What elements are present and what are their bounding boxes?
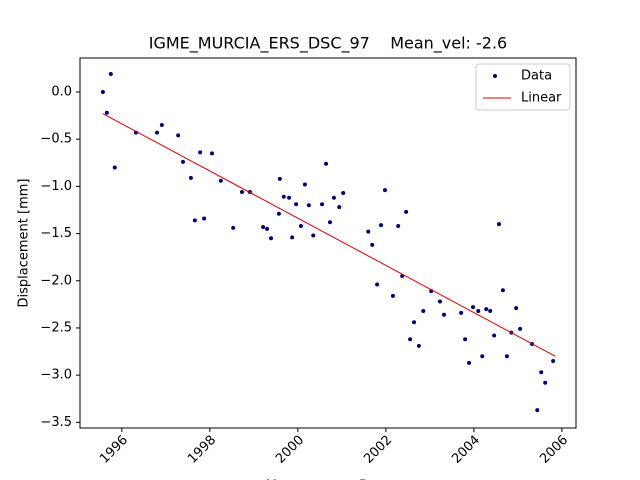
data-point: [514, 306, 519, 311]
data-point: [496, 222, 501, 227]
data-point: [306, 203, 311, 208]
data-point: [202, 216, 207, 221]
data-point: [551, 358, 556, 363]
y-tick-label: −2.0: [40, 273, 72, 288]
data-point: [176, 133, 181, 138]
fit-line: [102, 113, 556, 357]
data-point: [412, 320, 417, 325]
data-point: [320, 202, 325, 207]
y-tick-label: −0.5: [40, 132, 72, 147]
y-tick-label: 0.0: [51, 84, 72, 99]
data-point: [337, 205, 342, 210]
data-point: [104, 110, 109, 115]
data-point: [159, 123, 164, 128]
data-point: [396, 224, 401, 229]
data-point: [281, 194, 286, 199]
data-point: [276, 211, 281, 216]
data-point: [484, 307, 489, 312]
data-point: [192, 218, 197, 223]
y-tick-label: −3.0: [40, 368, 72, 383]
data-point: [366, 229, 371, 234]
data-point: [463, 337, 468, 342]
data-point: [543, 380, 548, 385]
plot-frame: [79, 57, 577, 429]
y-tick-label: −1.0: [40, 179, 72, 194]
data-point: [518, 326, 523, 331]
data-point: [438, 299, 443, 304]
data-point: [287, 195, 292, 200]
data-point: [492, 333, 497, 338]
data-point: [327, 220, 332, 225]
data-point: [390, 293, 395, 298]
data-point: [404, 209, 409, 214]
data-point: [294, 202, 299, 207]
data-point: [471, 305, 476, 310]
data-point: [379, 223, 384, 228]
data-point: [188, 175, 193, 180]
data-point: [298, 224, 303, 229]
data-point: [504, 354, 509, 359]
data-point: [265, 226, 270, 231]
data-point: [382, 188, 387, 193]
data-point: [488, 308, 493, 313]
data-point: [459, 310, 464, 315]
data-point: [302, 182, 307, 187]
legend-label: Data: [521, 69, 552, 84]
legend-marker: [493, 74, 497, 78]
chart-title: IGME_MURCIA_ERS_DSC_97 Mean_vel: -2.6: [149, 34, 507, 54]
data-point: [421, 308, 426, 313]
y-tick-label: −1.5: [40, 226, 72, 241]
data-point: [500, 288, 505, 293]
data-point: [112, 165, 117, 170]
data-point: [290, 235, 295, 240]
data-point: [218, 178, 223, 183]
data-point: [324, 161, 329, 166]
data-point: [108, 72, 113, 77]
data-point: [476, 308, 481, 313]
data-point: [408, 337, 413, 342]
data-point: [539, 370, 544, 375]
data-point: [269, 236, 274, 241]
data-point: [311, 233, 316, 238]
data-point: [180, 159, 185, 164]
data-point: [100, 89, 105, 94]
data-point: [480, 354, 485, 359]
x-axis-label: Measurement Date: [266, 479, 390, 480]
data-point: [467, 360, 472, 365]
data-point: [231, 225, 236, 230]
data-point: [416, 343, 421, 348]
data-point: [239, 190, 244, 195]
y-tick-label: −3.5: [40, 415, 72, 430]
data-point: [155, 130, 160, 135]
data-point: [261, 224, 266, 229]
data-point: [441, 312, 446, 317]
data-point: [277, 176, 282, 181]
y-axis-label: Displacement [mm]: [17, 179, 32, 308]
data-point: [341, 190, 346, 195]
legend-label: Linear: [521, 91, 562, 106]
data-point: [375, 282, 380, 287]
data-point: [331, 195, 336, 200]
y-tick-label: −2.5: [40, 320, 72, 335]
data-point: [535, 408, 540, 413]
data-point: [370, 242, 375, 247]
data-point: [210, 151, 215, 156]
data-point: [198, 150, 203, 155]
